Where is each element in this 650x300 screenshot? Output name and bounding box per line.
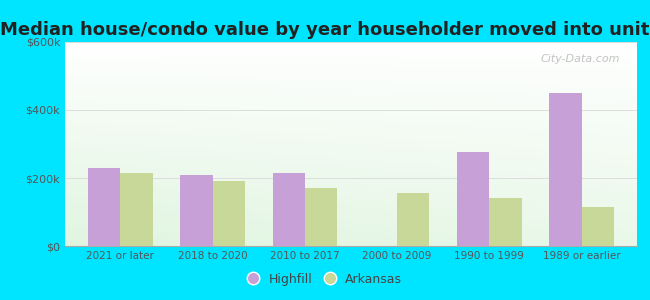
Bar <box>397 193 430 246</box>
Bar <box>457 152 489 246</box>
Bar <box>180 175 213 246</box>
Legend: Highfill, Arkansas: Highfill, Arkansas <box>243 268 407 291</box>
Text: Median house/condo value by year householder moved into unit: Median house/condo value by year househo… <box>0 21 650 39</box>
Text: City-Data.com: City-Data.com <box>540 54 620 64</box>
Bar <box>272 173 305 246</box>
Bar <box>88 168 120 246</box>
Bar <box>305 188 337 246</box>
Bar <box>489 198 522 246</box>
Bar <box>120 173 153 246</box>
Bar <box>582 207 614 246</box>
Bar <box>549 93 582 246</box>
Bar <box>213 182 245 246</box>
